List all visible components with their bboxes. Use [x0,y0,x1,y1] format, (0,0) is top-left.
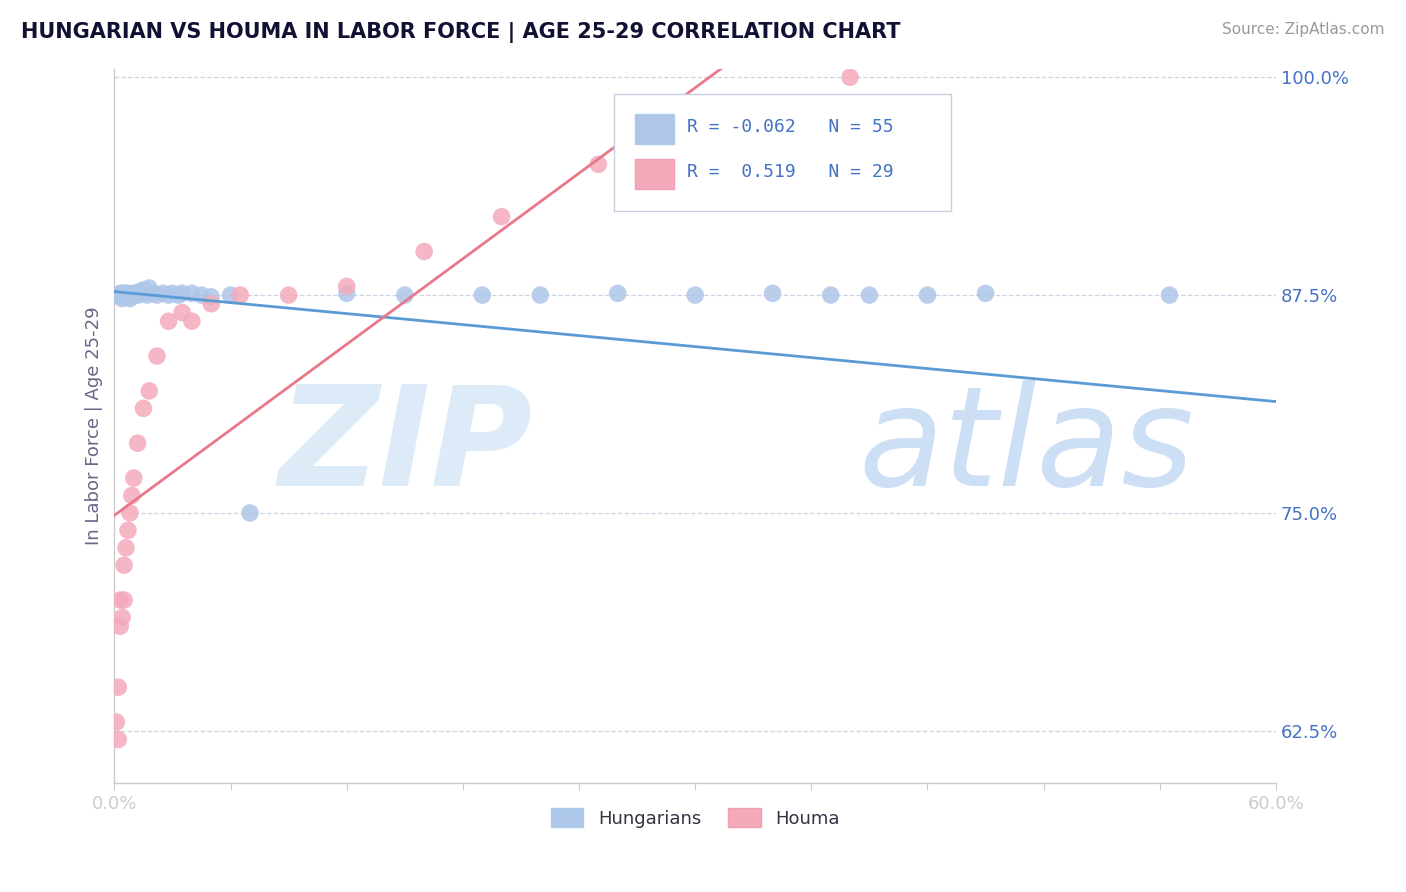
Point [146,288,169,302]
Point [142,286,165,301]
Point [138,281,160,295]
FancyBboxPatch shape [634,160,675,189]
Point [839,70,862,85]
FancyBboxPatch shape [634,114,675,145]
Point [180,286,202,301]
Point [105,714,128,729]
Point [118,288,141,302]
Point [110,286,132,301]
Point [111,292,134,306]
Point [820,288,842,302]
Point [111,610,134,624]
Point [127,436,149,450]
Point [529,288,551,302]
Point [117,290,139,304]
Point [111,288,134,302]
Point [336,286,359,301]
Point [152,286,174,301]
Point [122,286,145,301]
Point [110,288,132,302]
Text: HUNGARIAN VS HOUMA IN LABOR FORCE | AGE 25-29 CORRELATION CHART: HUNGARIAN VS HOUMA IN LABOR FORCE | AGE … [21,22,901,44]
Point [107,680,129,694]
Point [917,288,939,302]
Point [588,157,610,171]
Text: Source: ZipAtlas.com: Source: ZipAtlas.com [1222,22,1385,37]
Point [336,279,359,293]
Point [111,286,134,301]
Point [107,288,129,302]
Point [121,288,143,302]
Text: R =  0.519   N = 29: R = 0.519 N = 29 [688,163,894,181]
Point [115,541,138,555]
Point [110,593,132,607]
Y-axis label: In Labor Force | Age 25-29: In Labor Force | Age 25-29 [86,307,103,545]
Point [115,286,138,301]
Point [239,506,262,520]
Point [471,288,494,302]
Point [107,288,129,302]
Point [146,349,169,363]
Point [125,286,148,301]
Point [112,290,135,304]
Point [121,488,143,502]
FancyBboxPatch shape [614,94,950,211]
Point [122,471,145,485]
Point [413,244,436,259]
Point [112,288,135,302]
Point [132,401,155,416]
Point [1091,820,1114,834]
Text: atlas: atlas [858,380,1194,515]
Point [136,288,159,302]
Point [858,288,880,302]
Point [112,558,135,573]
Point [118,506,141,520]
Point [683,288,706,302]
Point [107,732,129,747]
Text: ZIP: ZIP [278,380,533,515]
Point [190,288,212,302]
Point [172,286,194,301]
Point [157,314,180,328]
Point [491,210,513,224]
Point [229,288,252,302]
Point [118,292,141,306]
Point [167,288,190,302]
Point [277,288,299,302]
Point [200,297,222,311]
Point [128,285,150,299]
Point [105,288,128,302]
Point [172,305,194,319]
Point [219,288,242,302]
Point [122,288,145,302]
Point [117,524,139,538]
Text: R = -0.062   N = 55: R = -0.062 N = 55 [688,118,894,136]
Point [200,290,222,304]
Point [132,283,155,297]
Point [1159,288,1181,302]
Point [112,286,135,301]
Point [127,288,149,302]
Point [157,288,180,302]
Point [112,288,135,302]
Point [132,286,155,301]
Point [115,288,138,302]
Point [110,619,132,633]
Legend: Hungarians, Houma: Hungarians, Houma [544,801,846,835]
Point [762,286,785,301]
Point [117,286,139,301]
Point [138,384,160,398]
Point [110,288,132,302]
Point [723,105,745,120]
Point [180,314,202,328]
Point [974,286,997,301]
Point [394,288,416,302]
Point [112,593,135,607]
Point [606,286,628,301]
Point [162,286,184,301]
Point [115,288,138,302]
